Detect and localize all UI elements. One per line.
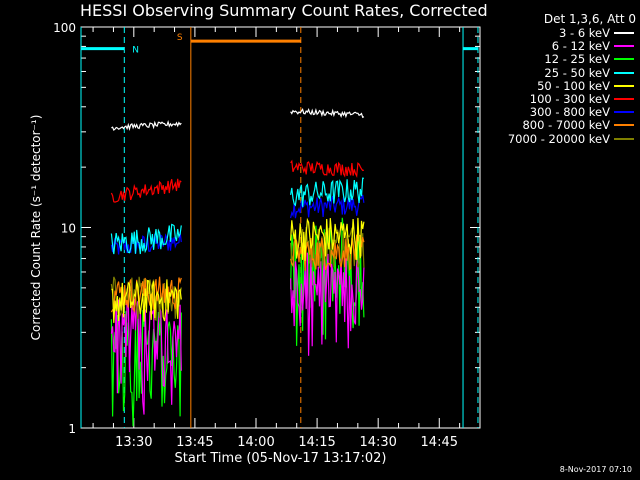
series-line bbox=[290, 159, 365, 178]
legend-swatch bbox=[614, 124, 634, 127]
series-line bbox=[290, 217, 365, 261]
legend-label: 6 - 12 keV bbox=[551, 39, 610, 54]
x-tick-label: 13:45 bbox=[176, 435, 213, 450]
legend-label: 800 - 7000 keV bbox=[522, 118, 610, 133]
night-label: N bbox=[132, 46, 139, 56]
legend-item: 100 - 300 keV bbox=[486, 92, 636, 106]
legend-item: 800 - 7000 keV bbox=[486, 118, 636, 133]
legend-swatch bbox=[614, 84, 634, 87]
y-axis-label: Corrected Count Rate (s⁻¹ detector⁻¹) bbox=[29, 115, 43, 341]
legend-label: 3 - 6 keV bbox=[559, 26, 610, 40]
y-tick-label: 100 bbox=[53, 21, 76, 35]
x-tick-label: 13:30 bbox=[115, 435, 152, 450]
series-line bbox=[110, 223, 182, 255]
legend-swatch bbox=[614, 58, 634, 61]
series-line bbox=[290, 252, 365, 356]
chart-title: HESSI Observing Summary Count Rates, Cor… bbox=[80, 1, 488, 20]
legend-label: 12 - 25 keV bbox=[544, 52, 610, 67]
x-tick-label: 14:30 bbox=[359, 435, 396, 450]
series-line bbox=[290, 108, 365, 119]
saa-label: S bbox=[177, 33, 183, 43]
legend-label: 7000 - 20000 keV bbox=[507, 131, 610, 146]
series-line bbox=[111, 279, 182, 323]
legend-swatch bbox=[614, 32, 634, 34]
series-line bbox=[290, 194, 365, 219]
legend-swatch bbox=[614, 45, 634, 48]
legend-item: 25 - 50 keV bbox=[486, 65, 636, 80]
generation-timestamp: 8-Nov-2017 07:10 bbox=[559, 465, 632, 474]
x-tick-label: 14:00 bbox=[237, 435, 274, 450]
series-line bbox=[111, 120, 182, 132]
legend-swatch bbox=[614, 98, 634, 100]
legend-label: 25 - 50 keV bbox=[544, 65, 610, 80]
legend-item: 3 - 6 keV bbox=[486, 26, 636, 40]
legend-label: 100 - 300 keV bbox=[529, 92, 610, 106]
x-tick-label: 14:45 bbox=[421, 435, 458, 450]
legend-item: 7000 - 20000 keV bbox=[486, 131, 636, 146]
legend-swatch bbox=[614, 137, 634, 140]
legend-swatch bbox=[614, 111, 634, 114]
legend-item: 50 - 100 keV bbox=[486, 78, 636, 93]
y-tick-label: 10 bbox=[61, 222, 76, 236]
series-line bbox=[110, 298, 182, 415]
legend-label: 300 - 800 keV bbox=[529, 105, 610, 120]
legend-item: 6 - 12 keV bbox=[486, 39, 636, 54]
legend-title: Det 1,3,6, Att 0 bbox=[543, 12, 636, 26]
legend-label: 50 - 100 keV bbox=[537, 78, 610, 93]
legend-item: 300 - 800 keV bbox=[486, 105, 636, 120]
legend-item: 12 - 25 keV bbox=[486, 52, 636, 67]
series-line bbox=[290, 227, 365, 269]
series-group bbox=[110, 108, 365, 427]
legend-swatch bbox=[614, 71, 634, 74]
x-axis-label: Start Time (05-Nov-17 13:17:02) bbox=[175, 451, 387, 466]
series-line bbox=[110, 178, 182, 203]
x-tick-label: 14:15 bbox=[298, 435, 335, 450]
y-tick-label: 1 bbox=[68, 422, 76, 436]
series-line bbox=[290, 177, 364, 207]
